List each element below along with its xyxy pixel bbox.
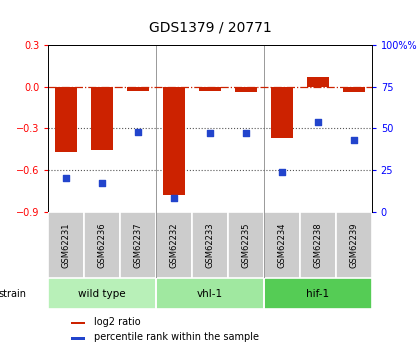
- Text: GDS1379 / 20771: GDS1379 / 20771: [149, 21, 271, 34]
- Point: [350, 137, 357, 143]
- Bar: [264, 278, 372, 309]
- Text: GSM62231: GSM62231: [62, 222, 71, 268]
- Point: [135, 129, 142, 134]
- Point: [207, 130, 213, 136]
- Point: [171, 196, 177, 201]
- Bar: [92, 87, 113, 150]
- Bar: [156, 278, 264, 309]
- Bar: [343, 87, 365, 92]
- Bar: [48, 278, 156, 309]
- Bar: [163, 87, 185, 195]
- Text: GSM62233: GSM62233: [205, 222, 215, 268]
- Bar: [71, 337, 85, 339]
- Point: [315, 119, 321, 124]
- Text: GSM62239: GSM62239: [349, 222, 358, 268]
- Bar: [271, 87, 293, 138]
- Bar: [307, 77, 328, 87]
- Bar: [228, 211, 264, 278]
- Bar: [235, 87, 257, 92]
- Point: [278, 169, 285, 174]
- Text: hif-1: hif-1: [306, 289, 329, 299]
- Bar: [84, 211, 120, 278]
- Text: percentile rank within the sample: percentile rank within the sample: [94, 332, 259, 342]
- Bar: [156, 211, 192, 278]
- Point: [63, 176, 70, 181]
- Text: wild type: wild type: [79, 289, 126, 299]
- Bar: [336, 211, 372, 278]
- Bar: [264, 211, 300, 278]
- Text: GSM62232: GSM62232: [170, 222, 178, 268]
- Text: vhl-1: vhl-1: [197, 289, 223, 299]
- Bar: [300, 211, 336, 278]
- Bar: [71, 322, 85, 324]
- Bar: [192, 211, 228, 278]
- Text: GSM62237: GSM62237: [134, 222, 143, 268]
- Text: GSM62236: GSM62236: [98, 222, 107, 268]
- Text: GSM62234: GSM62234: [277, 222, 286, 268]
- Bar: [120, 211, 156, 278]
- Text: log2 ratio: log2 ratio: [94, 317, 140, 327]
- Text: GSM62238: GSM62238: [313, 222, 322, 268]
- Bar: [127, 87, 149, 91]
- Point: [99, 180, 105, 186]
- Text: strain: strain: [0, 289, 27, 299]
- Point: [243, 130, 249, 136]
- Bar: [55, 87, 77, 152]
- Bar: [199, 87, 221, 91]
- Bar: [48, 211, 84, 278]
- Text: GSM62235: GSM62235: [241, 222, 250, 268]
